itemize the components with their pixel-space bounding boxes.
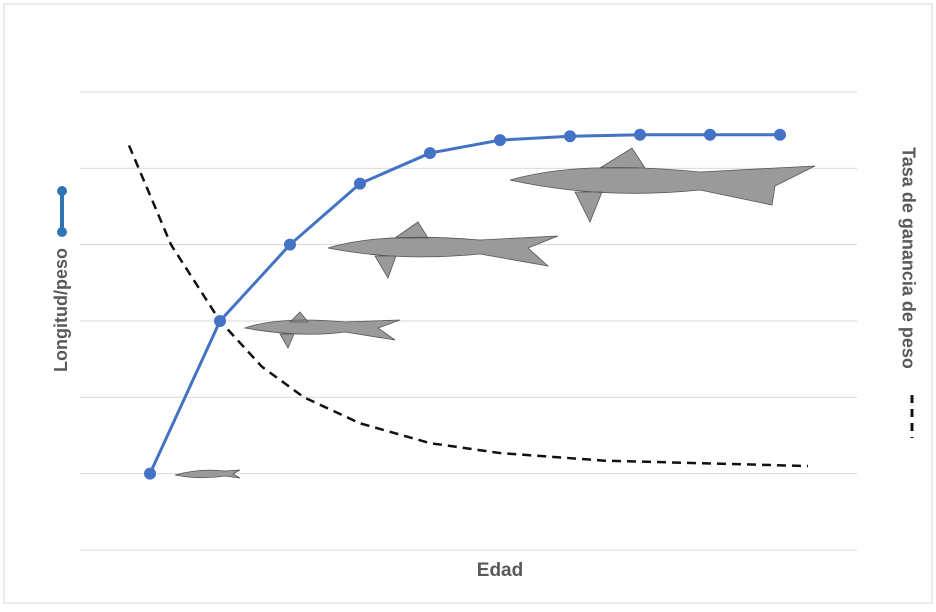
shark xyxy=(174,469,241,479)
legend-marker xyxy=(57,186,67,196)
shark-illustrations xyxy=(174,147,816,479)
marker xyxy=(704,128,716,141)
marker xyxy=(774,128,786,141)
legend-symbol-left xyxy=(57,186,67,237)
marker xyxy=(424,147,436,160)
y-axis-label: Longitud/peso xyxy=(51,248,71,372)
marker xyxy=(354,177,366,190)
shark xyxy=(327,221,559,279)
shark xyxy=(243,311,401,349)
marker xyxy=(564,130,576,143)
marker xyxy=(494,134,506,147)
x-axis-label: Edad xyxy=(477,560,523,581)
y2-axis-label: Tasa de ganancia de peso xyxy=(898,147,918,369)
dashed-line xyxy=(127,144,809,468)
marker xyxy=(284,238,296,251)
series-line xyxy=(148,133,780,475)
shark xyxy=(509,147,816,223)
frame xyxy=(3,3,933,604)
marker xyxy=(144,467,156,480)
marker xyxy=(634,128,646,141)
marker xyxy=(214,315,226,327)
legend-marker xyxy=(57,227,67,237)
